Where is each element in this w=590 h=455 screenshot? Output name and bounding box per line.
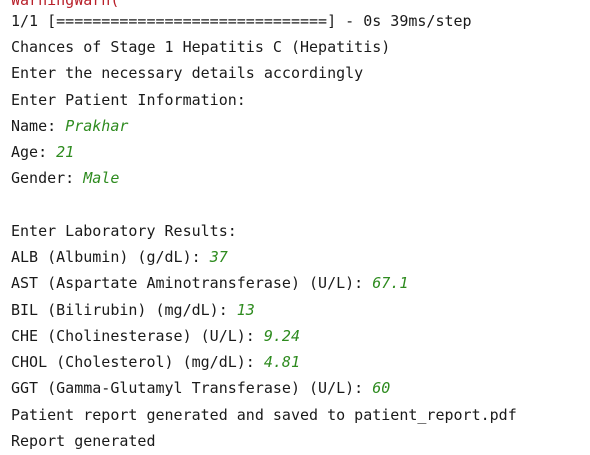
final-message-line: Report generated [11, 432, 156, 450]
lab-bil-line: BIL (Bilirubin) (mg/dL): 13 [11, 299, 255, 321]
lab-ast-line: AST (Aspartate Aminotransferase) (U/L): … [11, 272, 408, 294]
lab-ggt-value: 60 [372, 379, 391, 397]
console-cutoff-line: WarningWarn( [11, 0, 120, 9]
lab-chol-line: CHOL (Cholesterol) (mg/dL): 4.81 [11, 351, 300, 373]
lab-ggt-label: GGT (Gamma-Glutamyl Transferase) (U/L): [11, 379, 373, 397]
title-line: Chances of Stage 1 Hepatitis C (Hepatiti… [11, 38, 391, 56]
lab-bil-label: BIL (Bilirubin) (mg/dL): [11, 301, 237, 319]
lab-ast-label: AST (Aspartate Aminotransferase) (U/L): [11, 274, 373, 292]
lab-che-line: CHE (Cholinesterase) (U/L): 9.24 [11, 325, 300, 347]
lab-chol-label: CHOL (Cholesterol) (mg/dL): [11, 353, 264, 371]
lab-alb-label: ALB (Albumin) (g/dL): [11, 248, 210, 266]
lab-che-value: 9.24 [263, 327, 300, 345]
saved-message-line: Patient report generated and saved to pa… [11, 406, 517, 424]
patient-section-title: Enter Patient Information: [11, 91, 246, 109]
patient-name-line: Name: Prakhar [11, 115, 128, 137]
patient-gender-line: Gender: Male [11, 167, 119, 189]
lab-ast-value: 67.1 [372, 274, 409, 292]
patient-gender-label: Gender: [11, 169, 84, 187]
patient-name-value: Prakhar [65, 117, 129, 135]
console-output: WarningWarn( 1/1 [======================… [11, 0, 586, 455]
patient-age-line: Age: 21 [11, 141, 74, 163]
progress-line: 1/1 [==============================] - 0… [11, 12, 472, 30]
patient-age-value: 21 [56, 143, 75, 161]
lab-alb-line: ALB (Albumin) (g/dL): 37 [11, 246, 228, 268]
instruction-line: Enter the necessary details accordingly [11, 64, 364, 82]
lab-bil-value: 13 [236, 301, 255, 319]
lab-section-title: Enter Laboratory Results: [11, 222, 237, 240]
lab-che-label: CHE (Cholinesterase) (U/L): [11, 327, 264, 345]
lab-chol-value: 4.81 [263, 353, 300, 371]
patient-name-label: Name: [11, 117, 66, 135]
lab-ggt-line: GGT (Gamma-Glutamyl Transferase) (U/L): … [11, 377, 390, 399]
patient-gender-value: Male [83, 169, 120, 187]
lab-alb-value: 37 [209, 248, 228, 266]
patient-age-label: Age: [11, 143, 57, 161]
